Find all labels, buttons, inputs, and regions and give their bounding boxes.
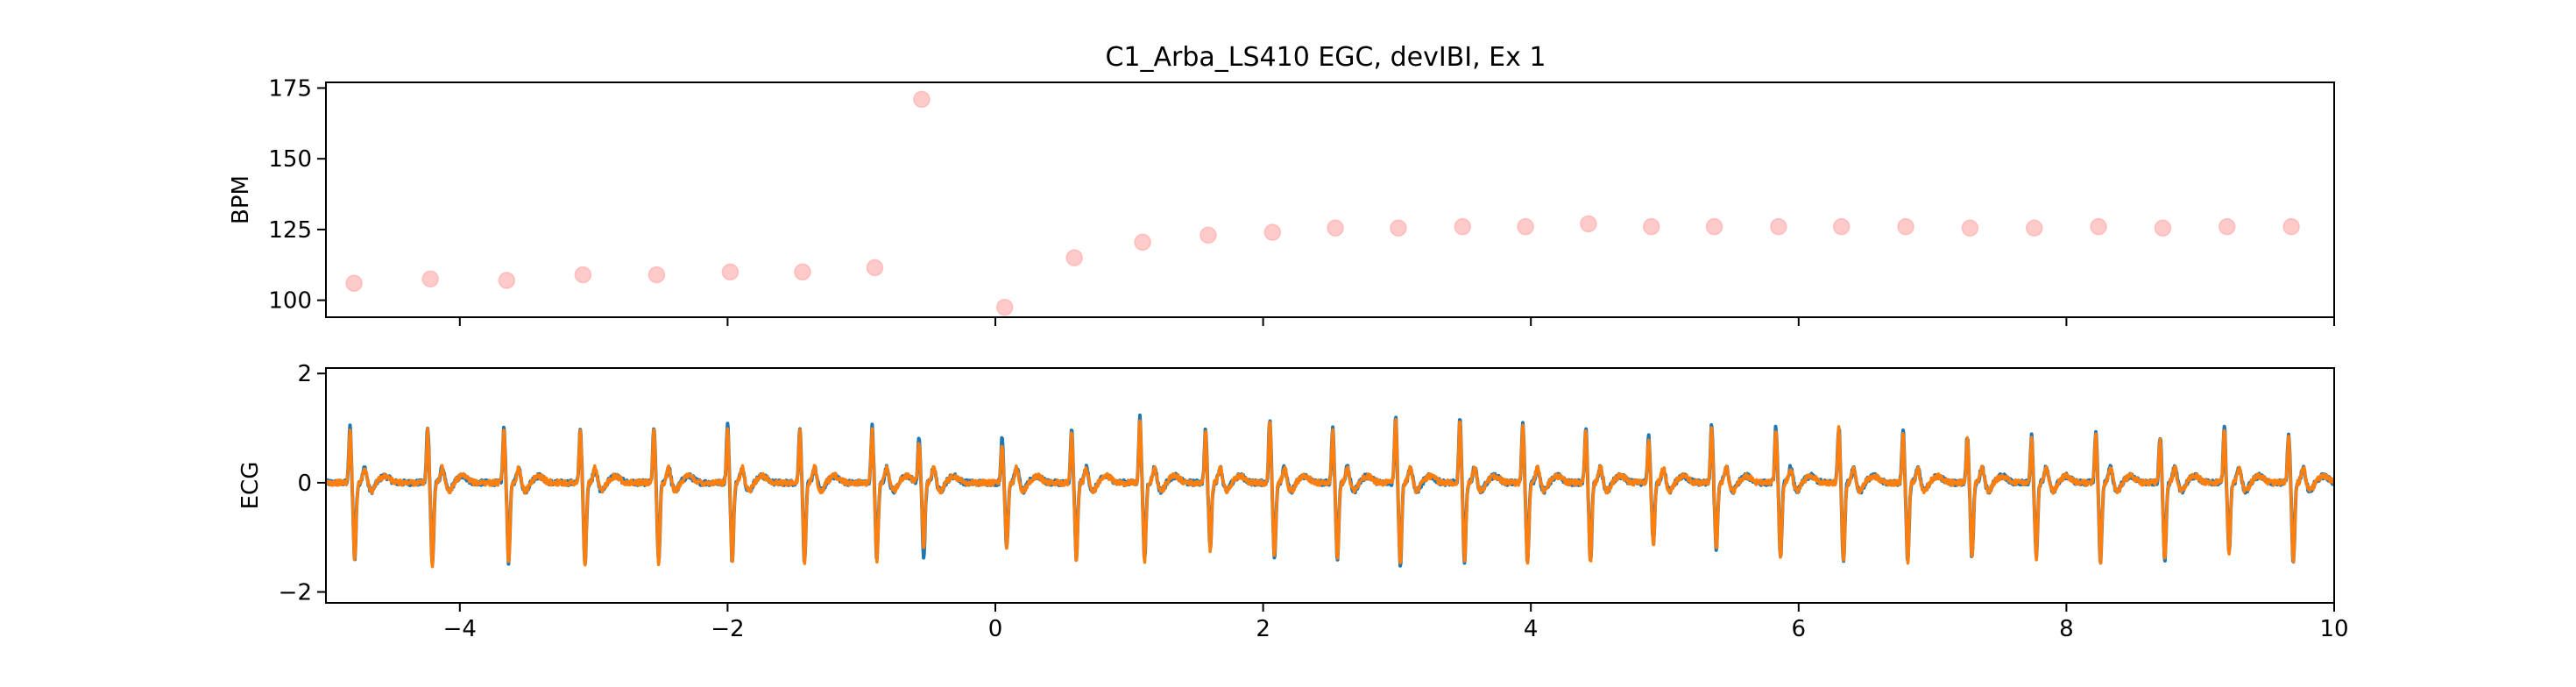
bpm-point: [1770, 217, 1787, 236]
bpm-point: [995, 298, 1014, 316]
bpm-point: [345, 274, 363, 293]
ecg-ytick-label: −2: [279, 580, 312, 606]
bpm-point: [498, 272, 516, 289]
bpm-point: [2282, 217, 2300, 236]
bpm-point: [574, 266, 592, 284]
bpm-point: [2154, 219, 2172, 237]
ecg-xtick-label: 6: [1792, 616, 1807, 642]
ecg-series-line: [326, 418, 2334, 569]
bpm-y-ticks: 100 125 150 175: [268, 75, 326, 315]
bpm-point: [2219, 217, 2236, 236]
ecg-xtick-label: 2: [1256, 616, 1270, 642]
bpm-point: [1705, 217, 1723, 236]
ecg-y-label: ECG: [237, 462, 264, 510]
bpm-point: [1327, 219, 1344, 237]
bpm-point: [1580, 215, 1597, 233]
ecg-x-ticks: −4 −2 0 2 4 6 8 10: [443, 603, 2349, 642]
bpm-panel: 100 125 150 175 BPM: [228, 75, 2335, 326]
figure-title: C1_Arba_LS410 EGC, devIBI, Ex 1: [1105, 42, 1546, 73]
bpm-point: [721, 263, 740, 281]
ecg-series: [326, 413, 2334, 569]
bpm-ytick-label: 175: [268, 75, 312, 102]
ecg-xtick-label: 10: [2319, 616, 2348, 642]
bpm-point: [1134, 233, 1151, 251]
bpm-point: [866, 259, 884, 277]
bpm-point: [421, 270, 439, 288]
ecg-xtick-label: 8: [2059, 616, 2074, 642]
ecg-panel: −2 0 2 −4 −2 0 2 4 6 8 10 ECG: [237, 361, 2349, 642]
ecg-ytick-label: 0: [297, 471, 312, 497]
ecg-xtick-label: −4: [443, 616, 477, 642]
bpm-x-ticks: [458, 317, 2335, 326]
bpm-point: [1832, 217, 1851, 236]
bpm-point: [1390, 219, 1407, 237]
ecg-xtick-label: 0: [988, 616, 1003, 642]
bpm-point: [913, 90, 931, 109]
ecg-xtick-label: −2: [711, 616, 744, 642]
bpm-ytick-label: 150: [268, 146, 312, 173]
ecg-xtick-label: 4: [1524, 616, 1539, 642]
bpm-point: [1200, 226, 1217, 244]
bpm-point: [1454, 217, 1472, 236]
bpm-ytick-label: 125: [268, 217, 312, 244]
bpm-point: [1897, 217, 1914, 236]
ecg-y-ticks: −2 0 2: [279, 361, 326, 606]
bpm-point: [648, 266, 666, 284]
bpm-point: [2090, 217, 2107, 236]
bpm-points: [345, 90, 2300, 316]
ecg-ytick-label: 2: [297, 361, 312, 387]
bpm-axes-frame: [325, 81, 2335, 318]
bpm-ytick-label: 100: [268, 288, 312, 315]
bpm-point: [1642, 217, 1660, 236]
ecg-axes-frame: [325, 367, 2335, 604]
bpm-point: [1065, 249, 1083, 266]
bpm-point: [794, 263, 811, 281]
bpm-point: [1961, 219, 1979, 237]
bpm-point: [2025, 219, 2043, 237]
bpm-y-label: BPM: [228, 175, 254, 224]
bpm-point: [1263, 223, 1282, 241]
bpm-point: [1517, 217, 1534, 236]
